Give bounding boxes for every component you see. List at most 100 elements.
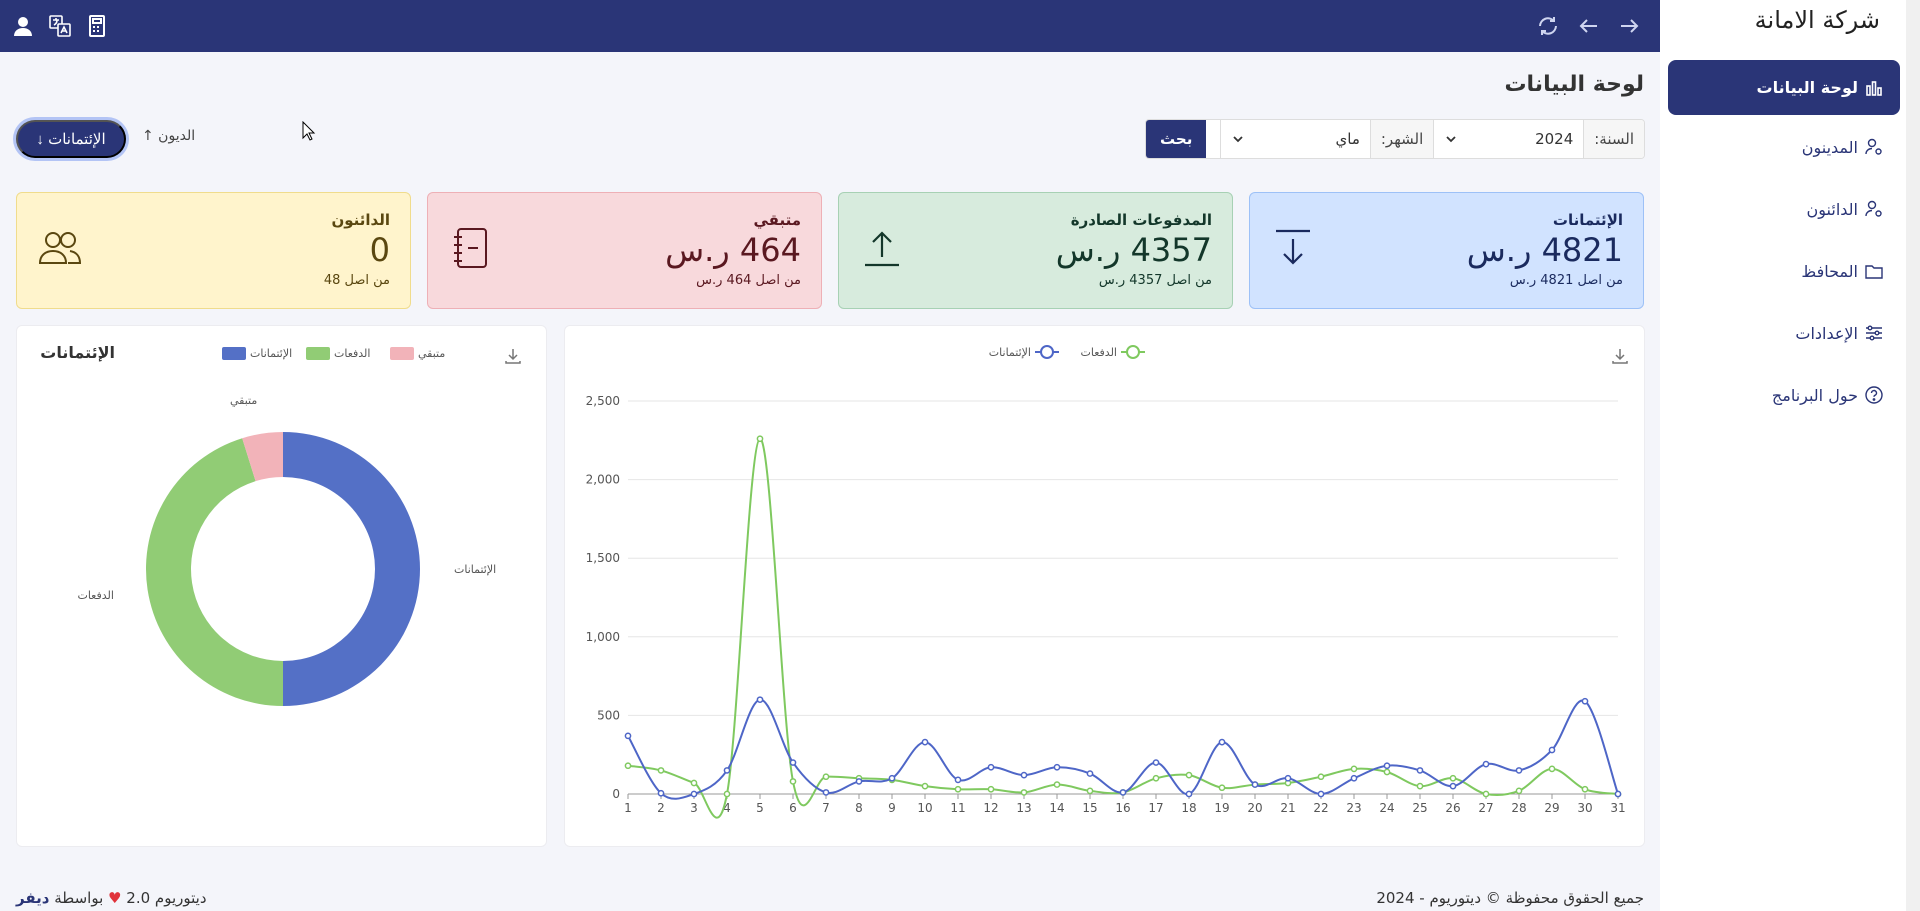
data-point[interactable] [1350, 765, 1358, 773]
legend-item[interactable]: الدفعات [1081, 345, 1145, 359]
data-point[interactable] [657, 789, 665, 797]
data-point[interactable] [1086, 770, 1094, 777]
sidebar-item-wallets[interactable]: المحافظ [1668, 246, 1900, 296]
data-point[interactable] [690, 790, 698, 798]
data-point[interactable] [1218, 738, 1226, 746]
data-point[interactable] [1053, 763, 1061, 771]
legend-item[interactable]: متبقي [390, 347, 445, 360]
calculator-icon[interactable] [84, 13, 110, 39]
data-point[interactable] [1449, 782, 1457, 790]
debts-toggle[interactable]: الديون ↑ [142, 128, 196, 144]
data-point[interactable] [1350, 774, 1358, 782]
author-link[interactable]: ديفر [16, 889, 50, 907]
data-point[interactable] [657, 767, 665, 774]
sidebar-item-settings[interactable]: الإعدادات [1668, 308, 1900, 358]
data-point[interactable] [723, 790, 731, 798]
data-point[interactable] [1317, 790, 1325, 798]
data-point[interactable] [789, 759, 797, 766]
data-point[interactable] [1416, 782, 1424, 790]
search-button[interactable]: بحث [1146, 120, 1207, 158]
month-select[interactable]: ماي [1219, 120, 1370, 158]
user-icon[interactable] [10, 13, 36, 39]
sidebar-item-creditors[interactable]: الدائنون [1668, 184, 1900, 234]
sidebar-item-about[interactable]: حول البرنامج [1668, 370, 1900, 420]
data-point[interactable] [1119, 789, 1127, 796]
data-point[interactable] [1515, 787, 1523, 795]
sidebar-item-label: لوحة البيانات [1756, 78, 1859, 97]
series-line [627, 437, 1619, 819]
data-point[interactable] [1086, 787, 1094, 795]
data-point[interactable] [1548, 765, 1556, 773]
by-text: بواسطة [54, 889, 104, 907]
data-point[interactable] [1020, 789, 1028, 796]
data-point[interactable] [1053, 781, 1061, 788]
data-point[interactable] [954, 776, 962, 784]
data-point[interactable] [921, 738, 929, 746]
data-point[interactable] [1548, 746, 1556, 754]
data-point[interactable] [1020, 771, 1028, 779]
data-point[interactable] [756, 696, 764, 704]
translate-icon[interactable] [47, 13, 73, 39]
data-point[interactable] [822, 789, 830, 796]
data-point[interactable] [1614, 790, 1622, 798]
data-point[interactable] [1251, 781, 1259, 788]
back-arrow-icon[interactable] [1576, 13, 1602, 39]
data-point[interactable] [1218, 784, 1226, 792]
data-point[interactable] [1482, 790, 1490, 798]
download-icon[interactable] [1610, 346, 1630, 366]
x-tick-label: 31 [1610, 801, 1625, 815]
data-point[interactable] [1317, 773, 1325, 781]
data-point[interactable] [921, 782, 929, 790]
data-point[interactable] [1185, 771, 1193, 779]
data-point[interactable] [723, 767, 731, 774]
data-point[interactable] [987, 763, 995, 771]
refresh-icon[interactable] [1535, 13, 1561, 39]
data-point[interactable] [987, 785, 995, 793]
data-point[interactable] [1515, 767, 1523, 774]
download-icon[interactable] [503, 346, 523, 366]
x-tick-label: 12 [983, 801, 998, 815]
data-point[interactable] [1185, 790, 1193, 798]
donut-slice[interactable] [145, 438, 283, 706]
sidebar-item-debtors[interactable]: المدينون [1668, 122, 1900, 172]
card-title: المدفوعات الصادرة [1070, 211, 1212, 229]
data-point[interactable] [1383, 762, 1391, 770]
x-tick-label: 22 [1313, 801, 1328, 815]
data-point[interactable] [1581, 697, 1589, 705]
date-filter: السنة: 2024 الشهر: ماي بحث [1145, 119, 1645, 159]
data-point[interactable] [1482, 760, 1490, 768]
sidebar-item-dashboard[interactable]: لوحة البيانات [1668, 60, 1900, 115]
data-point[interactable] [888, 774, 896, 782]
legend-item[interactable]: الإئتمانات [222, 347, 292, 360]
heart-icon: ♥ [108, 889, 122, 907]
data-point[interactable] [855, 778, 863, 785]
data-point[interactable] [1449, 774, 1457, 782]
data-point[interactable] [1152, 759, 1160, 766]
data-point[interactable] [690, 779, 698, 787]
legend-label: الدفعات [1081, 346, 1117, 359]
data-point[interactable] [1152, 774, 1160, 782]
y-tick-label: 1,500 [586, 551, 620, 565]
data-point[interactable] [624, 762, 632, 770]
data-point[interactable] [954, 785, 962, 793]
sidebar-item-label: المحافظ [1801, 261, 1858, 281]
data-point[interactable] [756, 435, 764, 443]
data-point[interactable] [1284, 774, 1292, 782]
credits-footer: ديتوريوم 2.0 ♥ بواسطة ديفر [16, 889, 207, 907]
forward-arrow-icon[interactable] [1616, 13, 1642, 39]
sidebar-scrollbar[interactable] [1906, 0, 1920, 911]
year-select[interactable]: 2024 [1433, 120, 1583, 158]
legend-item[interactable]: الدفعات [306, 347, 370, 360]
data-point[interactable] [789, 778, 797, 785]
donut-slice[interactable] [242, 432, 283, 482]
x-tick-label: 4 [723, 801, 731, 815]
x-tick-label: 3 [690, 801, 698, 815]
credits-toggle[interactable]: الإئتمانات ↓ [16, 120, 126, 158]
data-point[interactable] [1383, 768, 1391, 776]
data-point[interactable] [822, 773, 830, 781]
legend-item[interactable]: الإئتمانات [989, 345, 1059, 359]
data-point[interactable] [1416, 767, 1424, 774]
donut-slice[interactable] [283, 432, 420, 706]
data-point[interactable] [624, 732, 632, 740]
data-point[interactable] [1581, 785, 1589, 793]
